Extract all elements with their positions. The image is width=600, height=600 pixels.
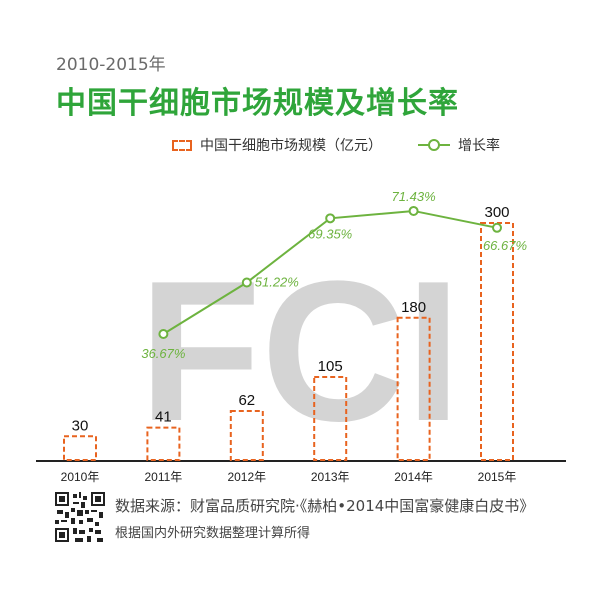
growth-rate-point-2 xyxy=(241,277,252,288)
x-tick-label-1: 2011年 xyxy=(144,470,182,484)
line-swatch-icon xyxy=(418,139,450,151)
bar-3 xyxy=(313,376,348,461)
bar-value-label-2: 62 xyxy=(238,392,255,409)
x-tick-label-2: 2012年 xyxy=(227,470,266,484)
growth-rate-label-1: 36.67% xyxy=(141,346,185,361)
legend-item-growth-rate: 增长率 xyxy=(418,135,500,155)
bar-swatch-icon xyxy=(172,139,192,151)
note-text: 根据国内外研究数据整理计算所得 xyxy=(115,526,311,541)
bar-value-label-4: 180 xyxy=(401,299,426,316)
legend-label-growth-rate: 增长率 xyxy=(458,138,500,154)
chart-subtitle: 2010-2015年 xyxy=(56,55,166,75)
legend: 中国干细胞市场规模（亿元） 增长率 xyxy=(0,135,600,159)
x-tick-label-5: 2015年 xyxy=(478,470,517,484)
bar-1 xyxy=(146,426,181,461)
bar-2 xyxy=(229,410,264,461)
bar-0 xyxy=(63,435,97,461)
bar-5 xyxy=(480,222,514,461)
growth-rate-label-5: 66.67% xyxy=(483,238,527,253)
growth-rate-point-3 xyxy=(325,213,336,224)
bar-value-label-1: 41 xyxy=(155,409,172,426)
footer: 数据来源：财富品质研究院·《赫柏•2014中国富豪健康白皮书》 根据国内外研究数… xyxy=(55,492,595,552)
growth-rate-label-3: 69.35% xyxy=(308,226,352,241)
x-tick-label-0: 2010年 xyxy=(61,470,100,484)
source-text: 数据来源：财富品质研究院·《赫柏•2014中国富豪健康白皮书》 xyxy=(115,497,535,515)
growth-rate-point-4 xyxy=(408,205,419,216)
x-tick-label-4: 2014年 xyxy=(394,470,433,484)
watermark-text: FCI xyxy=(139,240,461,463)
chart-title: 中国干细胞市场规模及增长率 xyxy=(56,86,459,121)
legend-item-market-size: 中国干细胞市场规模（亿元） xyxy=(172,135,382,155)
bar-value-label-0: 30 xyxy=(72,417,89,434)
bar-4 xyxy=(396,316,431,461)
growth-rate-point-1 xyxy=(158,329,169,339)
growth-rate-point-5 xyxy=(492,222,502,233)
bar-value-label-3: 105 xyxy=(318,358,343,375)
growth-rate-label-4: 71.43% xyxy=(392,189,436,204)
x-tick-label-3: 2013年 xyxy=(311,470,350,484)
bar-value-label-5: 300 xyxy=(484,204,509,221)
legend-label-market-size: 中国干细胞市场规模（亿元） xyxy=(200,138,382,154)
qr-code-icon xyxy=(55,492,105,542)
growth-rate-label-2: 51.22% xyxy=(255,274,299,289)
